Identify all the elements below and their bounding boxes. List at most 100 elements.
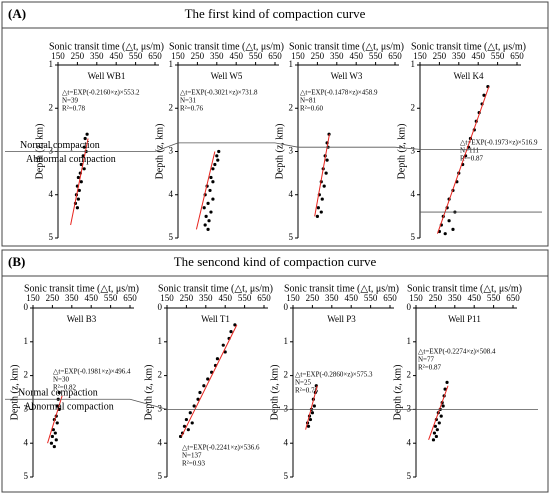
y-tick-label: 2 bbox=[411, 102, 416, 112]
annotation: △t=EXP(-0.1478×z)×458.9 bbox=[300, 89, 378, 97]
point bbox=[77, 188, 81, 193]
point bbox=[320, 197, 324, 201]
point bbox=[184, 417, 188, 422]
abnormal-label: Abnormal compaction bbox=[26, 154, 116, 165]
panel-label: (B) bbox=[8, 254, 25, 269]
annotation: △t=EXP(-0.2274×z)×508.4 bbox=[418, 348, 496, 356]
y-axis-label: Depth (z, km) bbox=[154, 124, 165, 180]
normal-label: Normal compaction bbox=[18, 388, 98, 399]
y-tick-label: 3 bbox=[169, 146, 174, 156]
point bbox=[441, 404, 445, 408]
annotation: R²=0.76 bbox=[180, 105, 203, 113]
y-tick-label: 1 bbox=[284, 336, 289, 346]
y-tick-label: 1 bbox=[411, 59, 416, 69]
x-tick-label: 550 bbox=[249, 51, 263, 61]
point bbox=[209, 175, 213, 180]
x-tick-label: 450 bbox=[344, 293, 358, 303]
x-tick-label: 150 bbox=[171, 51, 185, 61]
point bbox=[55, 421, 59, 425]
point bbox=[211, 167, 215, 171]
x-tick-label: 650 bbox=[148, 51, 162, 61]
fit-line bbox=[305, 385, 318, 430]
panel-frame bbox=[1, 1, 549, 247]
x-tick-label: 650 bbox=[383, 293, 397, 303]
y-tick-label: 5 bbox=[24, 471, 29, 481]
x-tick-label: 550 bbox=[369, 51, 383, 61]
point bbox=[213, 162, 217, 167]
x-axis-label: Sonic transit time (△t, μs/m) bbox=[49, 41, 164, 52]
point bbox=[215, 357, 220, 361]
point bbox=[437, 421, 441, 425]
y-tick-label: 2 bbox=[284, 370, 289, 380]
point bbox=[208, 188, 212, 193]
x-tick-label: 450 bbox=[467, 293, 481, 303]
annotation: R²=0.76 bbox=[295, 387, 318, 395]
x-tick-label: 350 bbox=[330, 51, 344, 61]
point bbox=[310, 411, 314, 415]
x-tick-label: 250 bbox=[306, 293, 320, 303]
well-name: Well T1 bbox=[201, 314, 230, 324]
y-tick-label: 4 bbox=[169, 189, 174, 199]
annotation: R²=0.82 bbox=[53, 384, 76, 392]
point bbox=[206, 201, 210, 205]
annotation: R²=0.87 bbox=[418, 364, 441, 372]
boundary-connector bbox=[154, 142, 179, 152]
y-tick-label: 2 bbox=[49, 102, 54, 112]
boundary-connector bbox=[394, 146, 421, 150]
point bbox=[188, 411, 192, 415]
annotation: R²=0.87 bbox=[460, 155, 483, 163]
point bbox=[451, 227, 455, 231]
x-tick-label: 250 bbox=[46, 293, 60, 303]
x-tick-label: 250 bbox=[429, 293, 443, 303]
point bbox=[206, 377, 210, 381]
x-tick-label: 350 bbox=[448, 293, 462, 303]
annotation: R²=0.60 bbox=[300, 105, 323, 113]
y-axis-label: Depth (z, km) bbox=[269, 365, 280, 421]
y-tick-label: 0 bbox=[284, 302, 289, 312]
point bbox=[178, 434, 183, 439]
point bbox=[82, 145, 86, 149]
point bbox=[308, 417, 313, 422]
point bbox=[207, 219, 211, 223]
x-axis-label: Sonic transit time (△t, μs/m) bbox=[284, 283, 399, 294]
y-tick-label: 0 bbox=[407, 302, 412, 312]
well-name: Well P3 bbox=[327, 314, 356, 324]
point bbox=[204, 214, 208, 218]
x-tick-label: 650 bbox=[388, 51, 402, 61]
x-tick-label: 250 bbox=[191, 51, 205, 61]
point bbox=[196, 397, 200, 401]
point bbox=[435, 428, 439, 432]
x-tick-label: 150 bbox=[286, 293, 300, 303]
y-tick-label: 3 bbox=[158, 403, 163, 413]
y-axis-label: Depth (z, km) bbox=[274, 124, 285, 180]
x-tick-label: 450 bbox=[109, 51, 123, 61]
x-tick-label: 450 bbox=[471, 51, 485, 61]
y-tick-label: 3 bbox=[284, 403, 289, 413]
well-name: Well W5 bbox=[211, 71, 243, 81]
x-tick-label: 350 bbox=[65, 293, 79, 303]
y-tick-label: 5 bbox=[158, 471, 163, 481]
panel-frame bbox=[1, 249, 549, 493]
panel-title: The sencond kind of compaction curve bbox=[174, 254, 377, 269]
y-tick-label: 4 bbox=[407, 437, 412, 447]
point bbox=[203, 223, 207, 227]
y-tick-label: 3 bbox=[289, 146, 294, 156]
point bbox=[49, 441, 54, 445]
point bbox=[54, 438, 58, 442]
x-tick-label: 550 bbox=[491, 51, 505, 61]
fit-line bbox=[436, 86, 490, 234]
point bbox=[312, 404, 316, 408]
annotation: △t=EXP(-0.1973×z)×516.9 bbox=[460, 139, 538, 147]
point bbox=[202, 384, 206, 388]
point bbox=[233, 323, 237, 327]
point bbox=[215, 154, 219, 158]
point bbox=[447, 219, 451, 223]
point bbox=[306, 424, 311, 428]
point bbox=[50, 434, 55, 439]
fit-line bbox=[195, 151, 216, 230]
y-tick-label: 1 bbox=[49, 59, 54, 69]
point bbox=[316, 206, 320, 210]
x-tick-label: 550 bbox=[364, 293, 378, 303]
point bbox=[431, 438, 436, 442]
y-tick-label: 2 bbox=[158, 370, 163, 380]
